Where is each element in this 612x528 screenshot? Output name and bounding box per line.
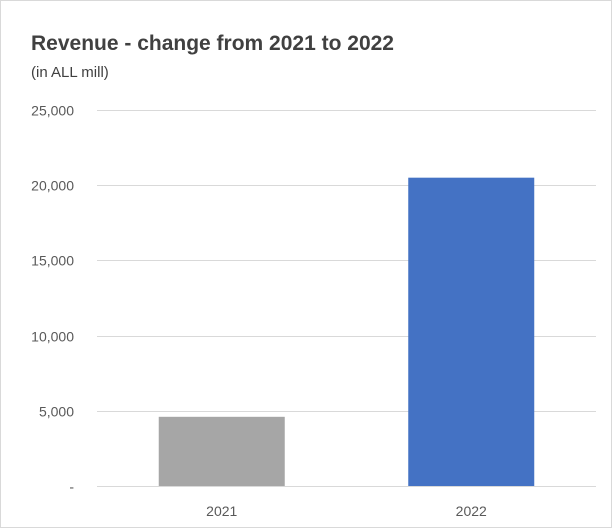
x-tick-label: 2021 <box>206 503 237 519</box>
bar-2021 <box>158 416 285 486</box>
bars <box>158 177 535 486</box>
chart-title: Revenue - change from 2021 to 2022 <box>31 32 394 55</box>
y-tick-label: 5,000 <box>39 404 74 420</box>
y-tick-label: - <box>69 479 74 495</box>
y-tick-label: 20,000 <box>31 178 74 194</box>
y-tick-label: 25,000 <box>31 103 74 119</box>
y-tick-label: 10,000 <box>31 329 74 345</box>
chart-subtitle: (in ALL mill) <box>31 64 109 81</box>
y-tick-label: 15,000 <box>31 253 74 269</box>
x-tick-label: 2022 <box>456 503 487 519</box>
x-axis: 2021 2022 <box>206 503 487 519</box>
bar-2022 <box>408 177 535 486</box>
y-axis: - 5,000 10,000 15,000 20,000 25,000 <box>31 103 74 495</box>
